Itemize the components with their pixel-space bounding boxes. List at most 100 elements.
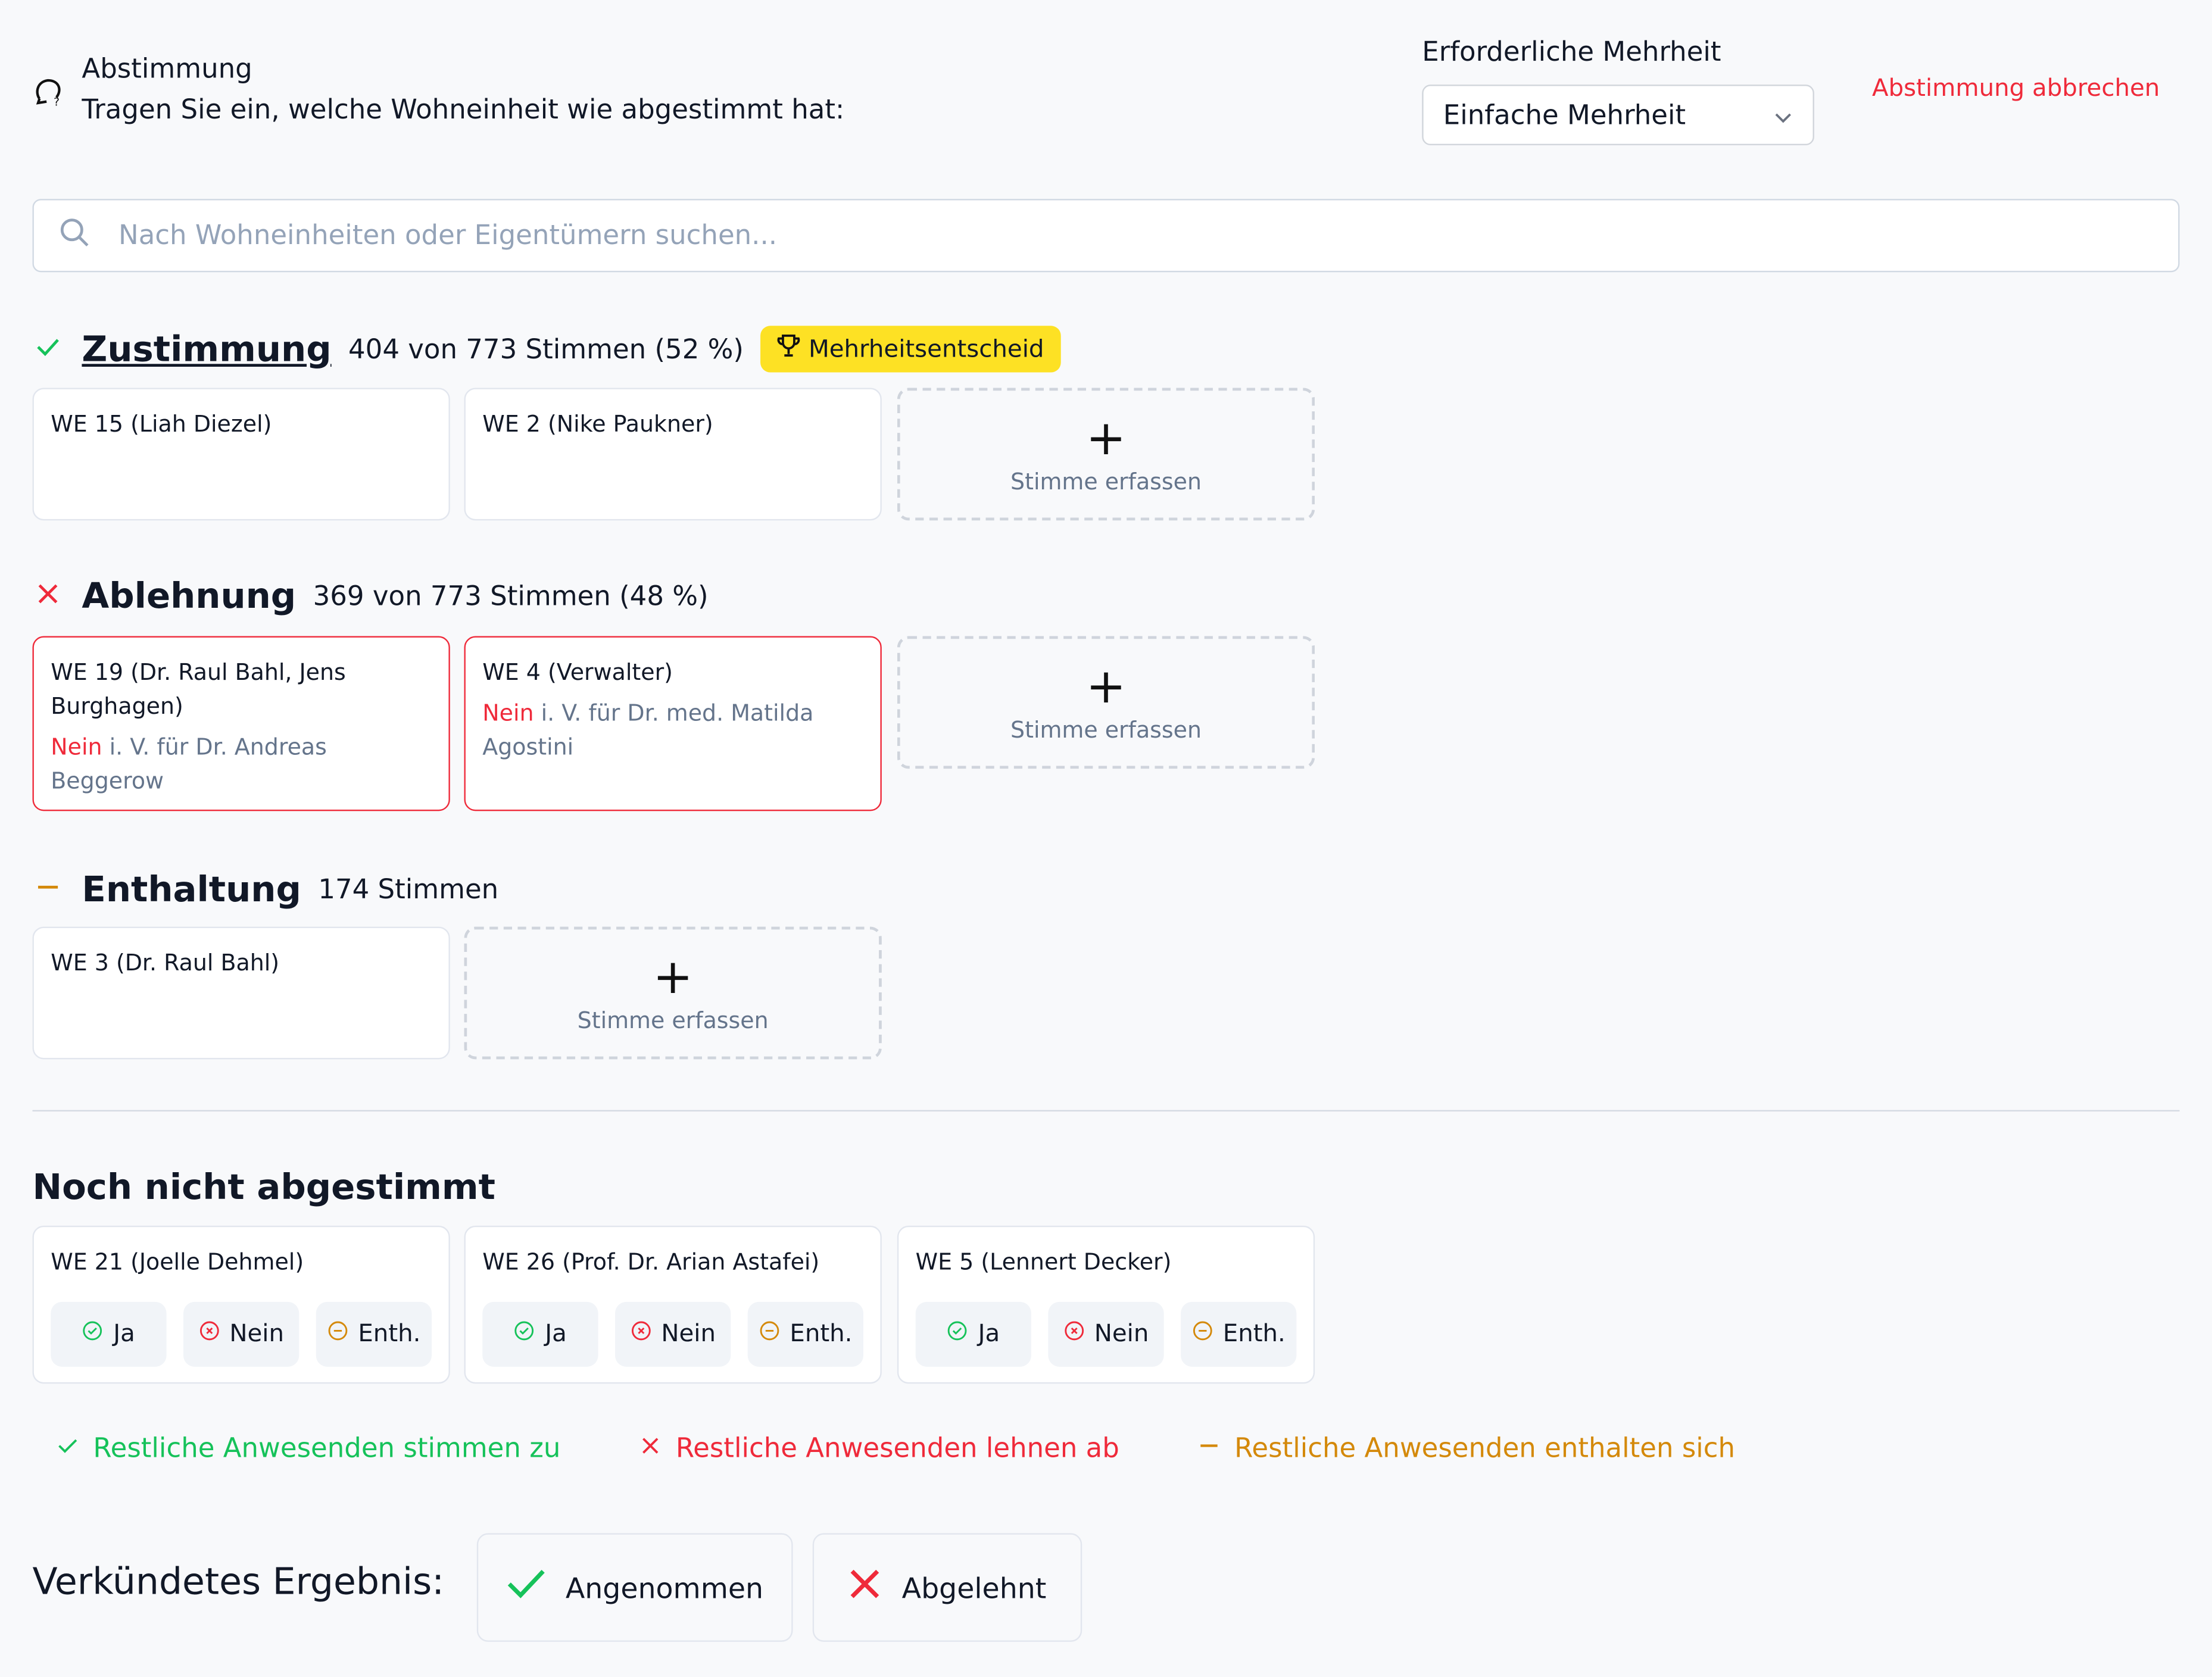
majority-selected: Einfache Mehrheit xyxy=(1443,99,1686,131)
x-circle-icon xyxy=(198,1317,220,1351)
vote-value: Nein xyxy=(482,699,534,727)
check-icon xyxy=(506,1567,545,1608)
check-circle-icon xyxy=(947,1317,968,1351)
unit-label: WE 15 (Liah Diezel) xyxy=(51,410,272,438)
vote-no-button[interactable]: Nein xyxy=(615,1301,731,1367)
vote-abstain-button[interactable]: Enth. xyxy=(747,1301,864,1367)
proxy-label: i. V. für Dr. Andreas Beggerow xyxy=(51,733,327,794)
section-count-yes: 404 von 773 Stimmen (52 %) xyxy=(348,333,744,365)
unit-label: WE 26 (Prof. Dr. Arian Astafei) xyxy=(482,1248,820,1275)
vote-yes-button[interactable]: Ja xyxy=(51,1301,167,1367)
vote-abstain-label: Enth. xyxy=(358,1320,421,1349)
rejected-label: Abgelehnt xyxy=(901,1570,1047,1605)
vote-abstain-label: Enth. xyxy=(790,1320,853,1349)
vote-abstain-button[interactable]: Enth. xyxy=(316,1301,432,1367)
header-title: Abstimmung xyxy=(82,54,252,85)
section-title-abstain: Enthaltung xyxy=(82,869,301,910)
rejected-button[interactable]: Abgelehnt xyxy=(812,1533,1082,1642)
vote-card[interactable]: WE 19 (Dr. Raul Bahl, Jens Burghagen) Ne… xyxy=(32,636,450,811)
vote-no-label: Nein xyxy=(1094,1320,1149,1349)
chat-question-icon: ? xyxy=(34,76,65,113)
search-input[interactable] xyxy=(116,218,2096,253)
add-vote-button-no[interactable]: + Stimme erfassen xyxy=(897,636,1315,769)
add-vote-label: Stimme erfassen xyxy=(1010,467,1202,495)
check-circle-icon xyxy=(514,1317,535,1351)
vote-yes-label: Ja xyxy=(113,1320,135,1349)
check-icon xyxy=(57,1433,79,1464)
vote-no-label: Nein xyxy=(229,1320,285,1349)
section-header-no: Ablehnung 369 von 773 Stimmen (48 %) xyxy=(34,575,709,617)
plus-icon: + xyxy=(1085,658,1127,715)
x-icon xyxy=(34,579,62,613)
pending-card: WE 5 (Lennert Decker) Ja Nein Enth. xyxy=(897,1225,1315,1384)
vote-no-label: Nein xyxy=(661,1320,716,1349)
add-vote-button-yes[interactable]: + Stimme erfassen xyxy=(897,388,1315,521)
pending-card: WE 26 (Prof. Dr. Arian Astafei) Ja Nein Ent… xyxy=(464,1225,882,1384)
unit-label: WE 3 (Dr. Raul Bahl) xyxy=(51,949,280,976)
section-title-no: Ablehnung xyxy=(82,575,297,617)
minus-circle-icon xyxy=(327,1317,348,1351)
pending-title: Noch nicht abgestimmt xyxy=(32,1166,495,1208)
x-circle-icon xyxy=(630,1317,651,1351)
rest-no-button[interactable]: Restliche Anwesenden lehnen ab xyxy=(639,1433,1119,1464)
badge-label: Mehrheitsentscheid xyxy=(808,335,1044,364)
add-vote-button-abstain[interactable]: + Stimme erfassen xyxy=(464,926,882,1060)
chevron-down-icon xyxy=(1773,99,1793,130)
result-label: Verkündetes Ergebnis: xyxy=(32,1561,444,1604)
majority-badge: Mehrheitsentscheid xyxy=(760,326,1061,373)
vote-yes-label: Ja xyxy=(545,1320,567,1349)
minus-icon xyxy=(1198,1433,1221,1464)
divider xyxy=(32,1110,2180,1112)
cancel-vote-link[interactable]: Abstimmung abbrechen xyxy=(1872,74,2160,103)
majority-select[interactable]: Einfache Mehrheit xyxy=(1422,85,1814,146)
unit-label: WE 19 (Dr. Raul Bahl, Jens Burghagen) xyxy=(51,658,346,720)
vote-no-button[interactable]: Nein xyxy=(183,1301,299,1367)
rest-no-label: Restliche Anwesenden lehnen ab xyxy=(675,1433,1119,1464)
vote-abstain-label: Enth. xyxy=(1222,1320,1286,1349)
add-vote-label: Stimme erfassen xyxy=(1010,716,1202,743)
accepted-label: Angenommen xyxy=(565,1570,764,1605)
vote-buttons: Ja Nein Enth. xyxy=(482,1301,864,1367)
vote-card[interactable]: WE 4 (Verwalter) Nein i. V. für Dr. med.… xyxy=(464,636,882,811)
x-icon xyxy=(639,1433,662,1464)
vote-buttons: Ja Nein Enth. xyxy=(51,1301,432,1367)
vote-no-button[interactable]: Nein xyxy=(1048,1301,1164,1367)
unit-label: WE 2 (Nike Paukner) xyxy=(482,410,713,438)
majority-label: Erforderliche Mehrheit xyxy=(1422,36,1721,68)
vote-yes-button[interactable]: Ja xyxy=(915,1301,1031,1367)
proxy-info: Nein i. V. für Dr. Andreas Beggerow xyxy=(51,730,432,798)
vote-card[interactable]: WE 2 (Nike Paukner) xyxy=(464,388,882,521)
minus-circle-icon xyxy=(759,1317,780,1351)
section-count-abstain: 174 Stimmen xyxy=(318,873,499,905)
rest-yes-label: Restliche Anwesenden stimmen zu xyxy=(93,1433,561,1464)
check-circle-icon xyxy=(82,1317,104,1351)
vote-yes-button[interactable]: Ja xyxy=(482,1301,598,1367)
trophy-icon xyxy=(777,333,800,365)
check-icon xyxy=(34,332,62,366)
vote-buttons: Ja Nein Enth. xyxy=(915,1301,1297,1367)
minus-circle-icon xyxy=(1192,1317,1213,1351)
vote-value: Nein xyxy=(51,733,102,761)
rest-yes-button[interactable]: Restliche Anwesenden stimmen zu xyxy=(57,1433,561,1464)
plus-icon: + xyxy=(653,948,693,1005)
minus-icon xyxy=(34,872,62,906)
vote-yes-label: Ja xyxy=(978,1320,1000,1349)
vote-card[interactable]: WE 3 (Dr. Raul Bahl) xyxy=(32,926,450,1060)
search-icon xyxy=(60,217,91,254)
section-count-no: 369 von 773 Stimmen (48 %) xyxy=(313,580,709,612)
section-header-abstain: Enthaltung 174 Stimmen xyxy=(34,869,498,910)
vote-card[interactable]: WE 15 (Liah Diezel) xyxy=(32,388,450,521)
plus-icon: + xyxy=(1085,410,1127,467)
accepted-button[interactable]: Angenommen xyxy=(476,1533,793,1642)
x-icon xyxy=(848,1567,882,1608)
svg-text:?: ? xyxy=(54,96,60,107)
section-header-yes: Zustimmung 404 von 773 Stimmen (52 %) Me… xyxy=(34,326,1061,373)
rest-abstain-label: Restliche Anwesenden enthalten sich xyxy=(1234,1433,1736,1464)
unit-label: WE 5 (Lennert Decker) xyxy=(915,1248,1172,1275)
rest-abstain-button[interactable]: Restliche Anwesenden enthalten sich xyxy=(1198,1433,1736,1464)
proxy-info: Nein i. V. für Dr. med. Matilda Agostini xyxy=(482,697,863,764)
vote-abstain-button[interactable]: Enth. xyxy=(1181,1301,1297,1367)
unit-label: WE 21 (Joelle Dehmel) xyxy=(51,1248,304,1275)
section-title-yes: Zustimmung xyxy=(82,329,332,370)
